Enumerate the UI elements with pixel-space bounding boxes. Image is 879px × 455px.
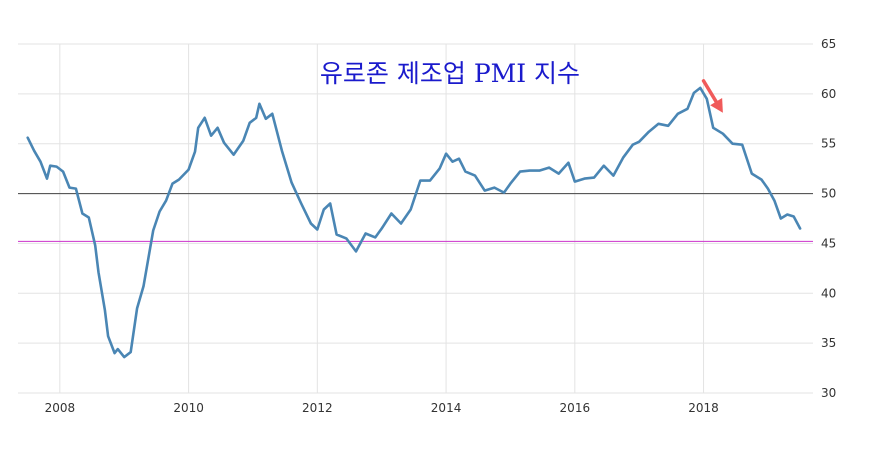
x-tick-label: 2014 — [431, 401, 462, 415]
annotation-layer — [701, 79, 723, 113]
y-tick-label: 30 — [821, 386, 836, 400]
x-tick-label: 2010 — [173, 401, 204, 415]
y-tick-label: 45 — [821, 236, 836, 250]
chart-title: 유로존 제조업 PMI 지수 — [320, 59, 580, 88]
x-tick-label: 2012 — [302, 401, 333, 415]
reference-lines — [18, 193, 813, 242]
pmi-series-line — [26, 86, 802, 359]
y-tick-label: 40 — [821, 286, 836, 300]
series-layer — [26, 86, 802, 359]
y-tick-label: 60 — [821, 87, 836, 101]
y-tick-label: 35 — [821, 336, 836, 350]
y-tick-label: 65 — [821, 37, 836, 51]
x-tick-label: 2016 — [560, 401, 591, 415]
x-tick-label: 2008 — [45, 401, 76, 415]
y-tick-label: 50 — [821, 187, 836, 201]
x-axis-ticks: 2008 2010 2012 2014 2016 2018 — [45, 401, 719, 415]
arrow-head — [710, 98, 723, 113]
arrow-shaft — [701, 79, 718, 104]
y-tick-label: 55 — [821, 137, 836, 151]
y-axis-ticks: 30 35 40 45 50 55 60 65 — [821, 37, 836, 400]
x-tick-label: 2018 — [688, 401, 719, 415]
